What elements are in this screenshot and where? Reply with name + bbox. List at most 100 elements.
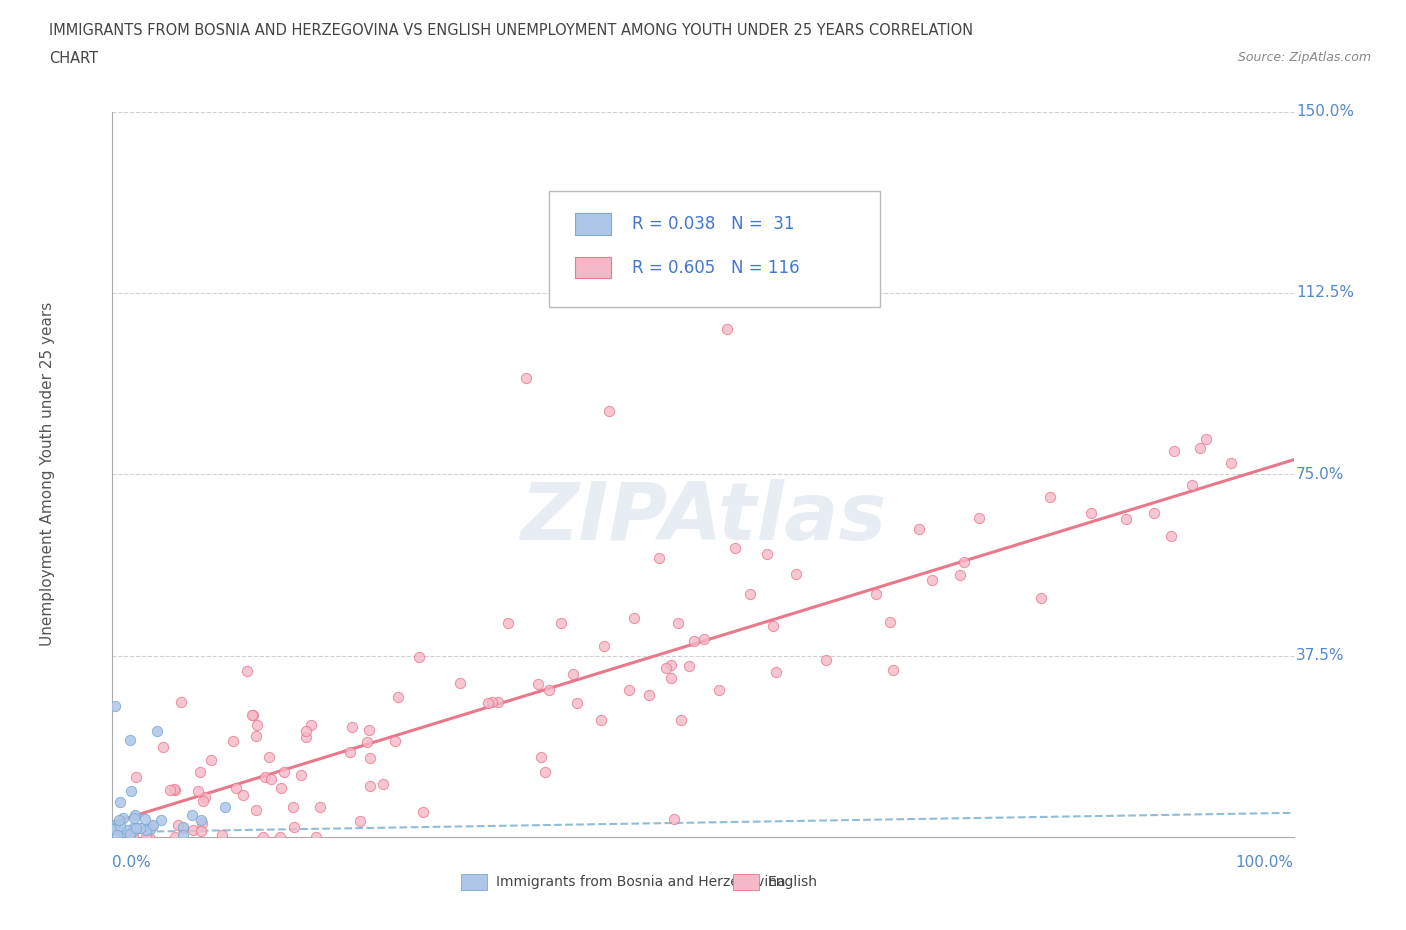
Point <box>1029 591 1052 605</box>
Point <box>907 522 929 537</box>
Point <box>359 778 381 793</box>
Point <box>103 820 125 835</box>
Point <box>142 817 165 832</box>
Point <box>865 587 887 602</box>
Point <box>948 567 970 582</box>
Point <box>683 633 706 648</box>
Point <box>200 753 222 768</box>
Point <box>526 676 548 691</box>
Point <box>481 695 503 710</box>
Point <box>659 671 682 685</box>
Point <box>135 822 157 837</box>
Text: R = 0.038   N =  31: R = 0.038 N = 31 <box>633 215 794 233</box>
Point <box>135 830 157 844</box>
Point <box>765 664 787 679</box>
Point <box>882 663 904 678</box>
Point <box>408 650 430 665</box>
Point <box>659 658 682 672</box>
Point <box>172 820 194 835</box>
Point <box>342 720 364 735</box>
Text: 112.5%: 112.5% <box>1296 286 1354 300</box>
Point <box>638 688 661 703</box>
Point <box>236 663 259 678</box>
Point <box>194 790 217 804</box>
Point <box>655 660 678 675</box>
Point <box>412 805 434 820</box>
Point <box>165 830 187 844</box>
Point <box>159 783 181 798</box>
Point <box>1163 444 1185 458</box>
Text: 100.0%: 100.0% <box>1236 856 1294 870</box>
Text: Immigrants from Bosnia and Herzegovina: Immigrants from Bosnia and Herzegovina <box>496 875 786 889</box>
Point <box>118 733 141 748</box>
Point <box>530 750 553 764</box>
Text: R = 0.605   N = 116: R = 0.605 N = 116 <box>633 259 800 276</box>
Point <box>515 370 537 385</box>
Point <box>1181 478 1204 493</box>
Point <box>308 799 330 814</box>
Point <box>486 694 509 709</box>
Point <box>128 820 150 835</box>
Point <box>550 616 572 631</box>
FancyBboxPatch shape <box>550 192 880 308</box>
Point <box>111 825 134 840</box>
Point <box>211 828 233 843</box>
Point <box>260 771 283 786</box>
Point <box>253 770 276 785</box>
Point <box>222 734 245 749</box>
Point <box>295 724 318 739</box>
Point <box>565 696 588 711</box>
Text: Source: ZipAtlas.com: Source: ZipAtlas.com <box>1237 51 1371 64</box>
Point <box>270 781 292 796</box>
Text: 37.5%: 37.5% <box>1296 648 1344 663</box>
Point <box>172 819 194 834</box>
Point <box>619 682 641 697</box>
Point <box>190 824 212 839</box>
Point <box>190 812 212 827</box>
Point <box>762 618 785 633</box>
Point <box>257 750 280 764</box>
Point <box>122 820 145 835</box>
Point <box>1115 512 1137 526</box>
Point <box>450 676 472 691</box>
Point <box>138 830 160 844</box>
Point <box>122 829 145 844</box>
Point <box>125 770 148 785</box>
Point <box>1219 455 1241 470</box>
Text: 75.0%: 75.0% <box>1296 467 1344 482</box>
Point <box>191 793 214 808</box>
Point <box>273 764 295 779</box>
Text: IMMIGRANTS FROM BOSNIA AND HERZEGOVINA VS ENGLISH UNEMPLOYMENT AMONG YOUTH UNDER: IMMIGRANTS FROM BOSNIA AND HERZEGOVINA V… <box>49 23 973 38</box>
Text: Unemployment Among Youth under 25 years: Unemployment Among Youth under 25 years <box>39 302 55 646</box>
Point <box>134 811 156 826</box>
Point <box>1160 528 1182 543</box>
Point <box>108 795 131 810</box>
Point <box>592 639 614 654</box>
Point <box>115 822 138 837</box>
Point <box>716 322 738 337</box>
Point <box>723 540 745 555</box>
Point <box>756 547 779 562</box>
FancyBboxPatch shape <box>575 213 610 235</box>
Point <box>707 683 730 698</box>
Text: English: English <box>768 875 818 889</box>
Point <box>103 821 125 836</box>
Point <box>1195 432 1218 446</box>
Point <box>108 813 131 828</box>
Point <box>477 696 499 711</box>
Point <box>669 713 692 728</box>
Point <box>124 807 146 822</box>
Point <box>1143 506 1166 521</box>
Point <box>135 830 157 844</box>
Point <box>141 819 163 834</box>
Point <box>181 822 204 837</box>
Point <box>384 734 406 749</box>
FancyBboxPatch shape <box>733 874 758 890</box>
Point <box>534 764 557 779</box>
Point <box>242 708 264 723</box>
Point <box>245 803 267 817</box>
Point <box>498 616 520 631</box>
Point <box>356 735 378 750</box>
Point <box>252 830 274 844</box>
Point <box>214 800 236 815</box>
